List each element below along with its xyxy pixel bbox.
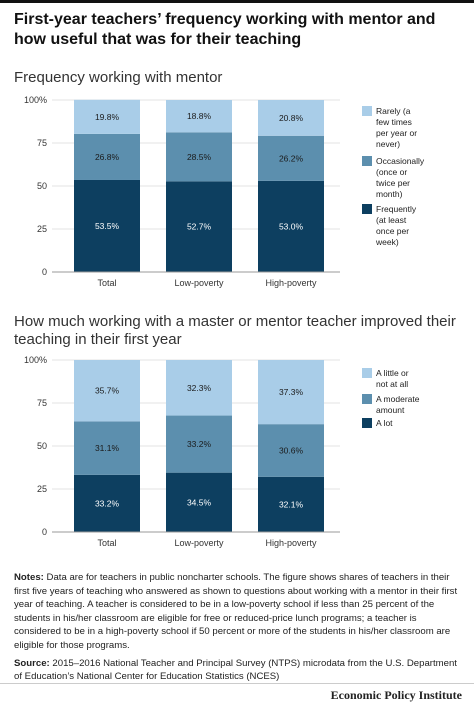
chart1-title: Frequency working with mentor [14,69,223,86]
y-tick-label: 100% [24,95,47,105]
bar-segment [74,179,140,272]
data-label: 35.7% [95,386,120,396]
notes-text: Data are for teachers in public nonchart… [14,572,458,651]
legend-label: once per [376,226,409,236]
data-label: 30.6% [279,445,304,455]
figure-title: First-year teachers’ frequency working w… [14,11,436,48]
bar-segment [166,181,232,272]
y-tick-label: 50 [37,181,47,191]
bar-segment [74,360,140,422]
data-label: 26.2% [279,153,304,163]
data-label: 33.2% [187,439,212,449]
legend-label: per year or [376,128,417,138]
legend-label: Frequently [376,204,417,214]
data-label: 34.5% [187,497,212,507]
y-tick-label: 25 [37,224,47,234]
legend-label: Occasionally [376,156,425,166]
x-tick-label: High-poverty [265,538,317,548]
y-tick-label: 25 [37,484,47,494]
data-label: 32.3% [187,383,212,393]
legend-label: never) [376,139,400,149]
bar-segment [258,135,324,181]
data-label: 18.8% [187,111,212,121]
top-rule [0,0,474,3]
legend-label: Rarely (a [376,106,411,116]
legend-label: A lot [376,418,393,428]
legend-label: not at all [376,379,408,389]
bar-segment [258,360,324,425]
brand-logo: Economic Policy Institute [330,688,462,702]
legend-label: A moderate [376,394,420,404]
data-label: 31.1% [95,443,120,453]
data-label: 53.5% [95,221,120,231]
bar-segment [74,99,140,134]
y-tick-label: 50 [37,441,47,451]
legend-label: (once or [376,167,407,177]
x-tick-label: High-poverty [265,278,317,288]
legend-swatch [362,204,372,214]
source-text: 2015–2016 National Teacher and Principal… [14,657,457,683]
data-label: 33.2% [95,498,120,508]
data-label: 19.8% [95,112,120,122]
data-label: 53.0% [279,221,304,231]
legend-swatch [362,418,372,428]
data-label: 32.1% [279,499,304,509]
legend-swatch [362,106,372,116]
bar-segment [166,360,232,416]
y-tick-label: 75 [37,398,47,408]
x-tick-label: Total [97,278,116,288]
bar-segment [166,415,232,473]
bar-segment [258,100,324,136]
source-label: Source: [14,657,50,669]
chart2-title: How much working with a master or mentor… [14,313,456,348]
legend-label: (at least [376,215,407,225]
x-tick-label: Low-poverty [174,278,224,288]
bar-segment [258,424,324,477]
x-tick-label: Total [97,538,116,548]
legend-label: few times [376,117,412,127]
notes-block: Notes: Data are for teachers in public n… [14,571,466,688]
bottom-rule [0,683,474,684]
bar-segment [166,472,232,532]
legend-label: week) [375,237,399,247]
bar-segment [74,474,140,532]
data-label: 37.3% [279,387,304,397]
bar-segment [258,180,324,272]
chart-frequency: 0 25 50 75 100% 53.5% 26.8% 19.8% Total 52.7% 28.5… [24,95,425,288]
y-tick-label: 0 [42,527,47,537]
y-tick-label: 75 [37,138,47,148]
legend-label: amount [376,405,405,415]
data-label: 52.7% [187,222,212,232]
y-tick-label: 0 [42,267,47,277]
bar-segment [74,421,140,475]
legend-label: twice per [376,178,410,188]
y-tick-label: 100% [24,355,47,365]
bar-segment [166,132,232,182]
chart-improvement: 0 25 50 75 100% 33.2% 31.1% 35.7% Total 34.5% 33.2… [24,355,420,548]
data-label: 20.8% [279,113,304,123]
legend-label: A little or [376,368,409,378]
x-tick-label: Low-poverty [174,538,224,548]
data-label: 28.5% [187,152,212,162]
bar-segment [166,100,232,133]
legend-swatch [362,156,372,166]
legend-swatch [362,394,372,404]
legend-swatch [362,368,372,378]
legend-label: month) [376,189,403,199]
data-label: 26.8% [95,152,120,162]
notes-label: Notes: [14,572,44,583]
bar-segment [258,476,324,532]
bar-segment [74,133,140,180]
